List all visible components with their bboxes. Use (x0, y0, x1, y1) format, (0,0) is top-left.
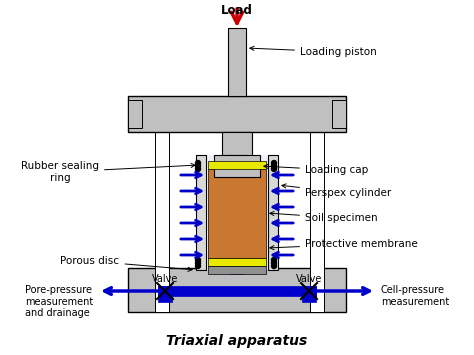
Bar (206, 155, 268, 270)
Bar (208, 258, 266, 266)
Text: Loading cap: Loading cap (264, 164, 368, 175)
Circle shape (272, 164, 276, 169)
Bar (128, 268, 346, 312)
Bar (227, 155, 247, 156)
Bar (208, 169, 266, 258)
Circle shape (272, 160, 276, 165)
Circle shape (195, 166, 201, 171)
Circle shape (272, 261, 276, 266)
Text: Porous disc: Porous disc (61, 256, 192, 271)
Text: Protective membrane: Protective membrane (270, 239, 418, 250)
Circle shape (195, 257, 201, 262)
Bar (302, 286, 316, 302)
Circle shape (195, 261, 201, 266)
Text: Loading piston: Loading piston (250, 46, 377, 57)
Text: Load: Load (221, 4, 253, 17)
Bar (222, 132, 252, 156)
Text: Triaxial apparatus: Triaxial apparatus (166, 334, 308, 348)
Bar (128, 96, 346, 132)
Circle shape (195, 164, 201, 169)
Bar (268, 155, 278, 270)
Bar (208, 266, 266, 274)
Text: Valve: Valve (152, 274, 178, 284)
Bar (196, 155, 206, 270)
Bar (214, 155, 260, 177)
Bar (332, 100, 346, 128)
Bar (230, 268, 244, 274)
Bar (208, 161, 266, 169)
Circle shape (195, 160, 201, 165)
Text: Valve: Valve (296, 274, 322, 284)
Circle shape (195, 263, 201, 268)
Text: Soil specimen: Soil specimen (270, 212, 378, 223)
Text: Rubber sealing
ring: Rubber sealing ring (21, 161, 195, 183)
Bar (158, 286, 172, 302)
Circle shape (272, 263, 276, 268)
Text: Cell-pressure
measurement: Cell-pressure measurement (381, 285, 449, 307)
Bar (228, 28, 246, 96)
Text: Pore-pressure
measurement
and drainage: Pore-pressure measurement and drainage (25, 285, 93, 318)
Circle shape (272, 257, 276, 262)
Circle shape (272, 166, 276, 171)
Text: Perspex cylinder: Perspex cylinder (282, 184, 391, 198)
Bar (310, 108, 324, 312)
Bar (128, 100, 142, 128)
Bar (158, 286, 316, 296)
Bar (155, 108, 169, 312)
